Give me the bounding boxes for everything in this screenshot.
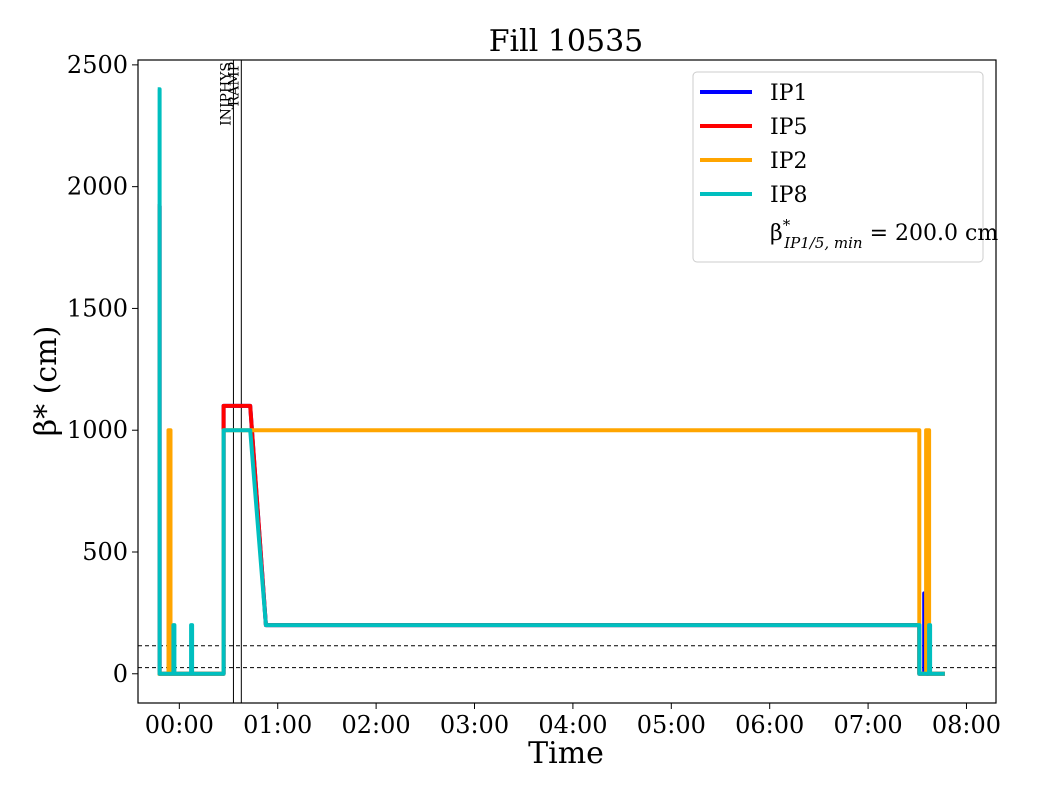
y-tick-label: 1500 <box>67 294 128 322</box>
series-line-ip2 <box>157 428 945 676</box>
event-label-injphys: INJPHYS <box>218 62 234 126</box>
x-tick-label: 02:00 <box>342 711 411 739</box>
legend-label-ip5: IP5 <box>770 115 808 140</box>
x-tick-label: 00:00 <box>145 711 214 739</box>
x-tick-label: 06:00 <box>735 711 804 739</box>
y-axis-label: β* (cm) <box>29 326 64 437</box>
x-tick-label: 01:00 <box>243 711 312 739</box>
chart-title: Fill 10535 <box>489 24 644 59</box>
legend-beta-superscript: * <box>783 216 791 234</box>
x-tick-label: 08:00 <box>932 711 1001 739</box>
legend-label-ip1: IP1 <box>770 81 808 106</box>
legend-beta-symbol: β <box>770 221 783 246</box>
legend-beta-value: = 200.0 cm <box>863 221 999 246</box>
y-tick-label: 0 <box>113 660 128 688</box>
axis-ticks: 00:00 01:00 02:00 03:00 04:00 05:00 06:00 07:00… <box>67 51 1001 739</box>
plot-frame <box>137 59 997 704</box>
x-axis-label: Time <box>528 736 604 771</box>
y-tick-label: 1000 <box>67 416 128 444</box>
legend-box <box>692 71 984 263</box>
x-tick-label: 05:00 <box>637 711 706 739</box>
legend: IP1 IP5 IP2 IP8 β* IP1/5, min = 200.0 cm <box>692 71 998 263</box>
y-tick-label: 500 <box>82 538 128 566</box>
legend-label-ip2: IP2 <box>770 149 808 174</box>
x-tick-label: 07:00 <box>834 711 903 739</box>
legend-entries: IP1 IP5 IP2 IP8 <box>700 81 808 208</box>
legend-label-ip8: IP8 <box>770 183 808 208</box>
x-tick-label: 04:00 <box>538 711 607 739</box>
event-label-ramp: RAMP <box>226 62 242 106</box>
y-tick-label: 2500 <box>67 51 128 79</box>
series-line-ip8 <box>157 87 945 676</box>
legend-beta-min-label: β* IP1/5, min = 200.0 cm <box>770 216 998 252</box>
legend-beta-subscript: IP1/5, min <box>783 234 862 252</box>
x-tick-label: 03:00 <box>440 711 509 739</box>
y-tick-label: 2000 <box>67 173 128 201</box>
